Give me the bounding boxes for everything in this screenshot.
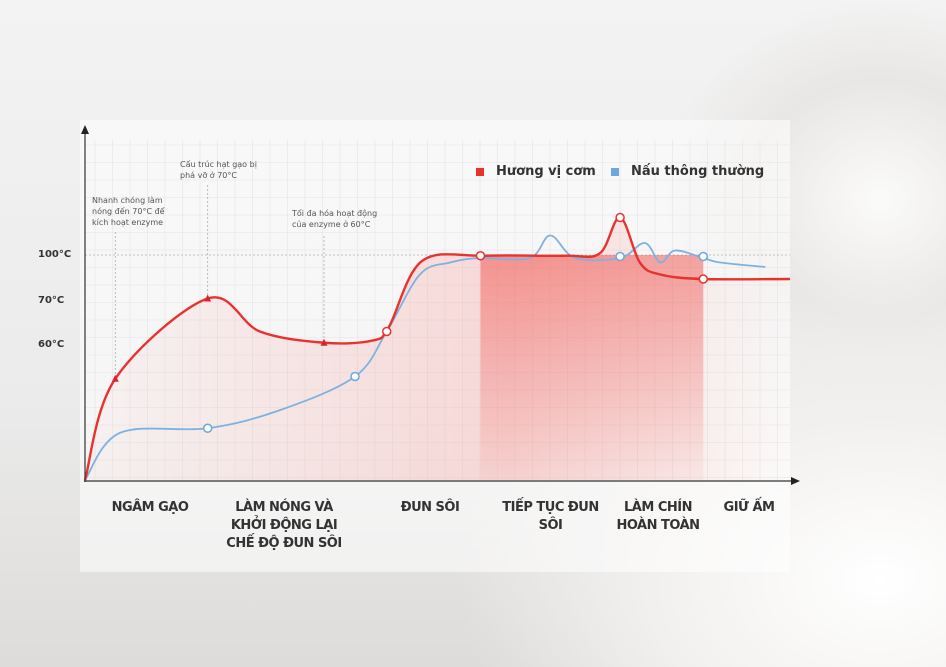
data-point-circle [202,423,213,433]
data-point-circle [475,251,486,261]
legend-swatch-blue [611,167,619,176]
phase-label: ĐUN SÔI [400,500,460,515]
phase-label: LÀM NÓNG VÀ KHỞI ĐỘNG LẠI CHẾ ĐỘ ĐUN SÔI [226,500,342,551]
data-point-triangle [111,374,119,382]
phase-label: LÀM CHÍN HOÀN TOÀN [616,500,700,533]
data-point-circle [381,326,392,337]
data-point-circle [698,274,709,284]
y-tick-100: 100°C [38,249,72,260]
y-axis-arrow [81,125,89,134]
data-point-triangle [204,294,212,302]
annotation-structure-70: Cấu trúc hạt gạo bị phá vỡ ở 70°C [180,160,257,180]
phase-label: GIỮ ẤM [723,500,775,515]
x-axis-arrow [791,477,800,485]
annotation-enzyme-60: Tối đa hóa hoạt động của enzyme ở 60°C [292,209,378,229]
highlight-band [480,255,704,480]
legend-item-nau-thong-thuong: Nấu thông thường [611,164,764,179]
series-line [84,234,766,481]
legend-item-huong-vi-com: Hương vị cơm [476,164,596,179]
data-point-circle [350,371,360,382]
legend-swatch-red [476,167,484,176]
data-point-circle [698,251,709,262]
y-tick-60: 60°C [38,339,65,350]
phase-label: TIẾP TỤC ĐUN SÔI [502,500,599,533]
data-point-circle [615,212,625,223]
phase-label: NGÂM GẠO [111,500,189,515]
annotation-heat-70: Nhanh chóng làm nóng đến 70°C để kích ho… [92,196,165,227]
data-point-circle [615,251,625,262]
data-point-triangle [320,338,328,346]
y-tick-70: 70°C [38,295,65,306]
